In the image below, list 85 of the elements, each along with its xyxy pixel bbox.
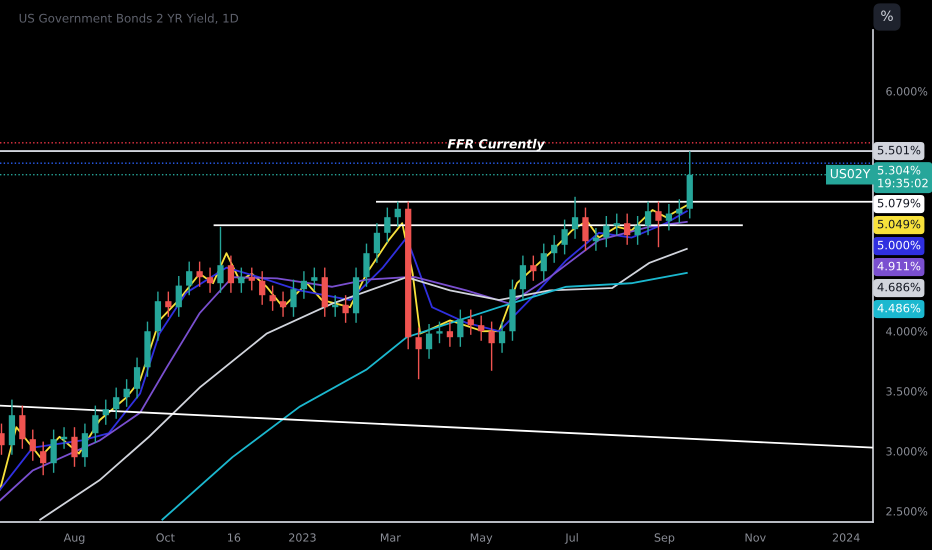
candlestick [498, 320, 506, 354]
candlestick [71, 426, 78, 468]
candlestick [280, 290, 286, 318]
y-tick-label: 4.000% [886, 327, 928, 336]
text: 5.079% [878, 198, 920, 208]
candlestick [165, 290, 172, 318]
x-tick-label: 2024 [832, 533, 860, 542]
text: 4.911% [878, 262, 920, 270]
candlestick [248, 266, 255, 292]
x-tick-label: Oct [156, 533, 175, 542]
candlestick [551, 234, 558, 264]
annotation: US02Y [830, 168, 870, 178]
candlestick [488, 320, 495, 372]
candlestick [50, 428, 57, 474]
candlestick [40, 440, 46, 476]
text: % [881, 10, 893, 22]
candlestick [113, 386, 120, 420]
candlestick [561, 218, 568, 256]
candlestick [520, 254, 526, 300]
text: 4.486% [878, 304, 920, 312]
candlestick [666, 203, 672, 232]
x-tick-label: Jul [564, 533, 578, 544]
candlestick [415, 326, 422, 380]
candlestick [478, 314, 484, 342]
chart-title: US Government Bonds 2 YR Yield, 1D [20, 14, 238, 24]
candlestick [572, 196, 578, 240]
candlestick [82, 422, 88, 468]
candlestick [228, 254, 234, 294]
text: 19:35:02 [878, 178, 928, 188]
x-tick-label: Nov [746, 533, 766, 542]
x-tick-label: Sep [654, 533, 674, 544]
candlestick [530, 254, 536, 282]
text: 4.686% [878, 282, 920, 292]
candlestick [614, 212, 620, 236]
candlestick [603, 215, 610, 248]
candlestick [394, 200, 401, 228]
x-tick-label: Aug [64, 533, 84, 544]
candlestick [238, 266, 244, 294]
x-tick-label: 2023 [289, 533, 316, 542]
y-tick-label: 3.000% [886, 447, 928, 456]
candlestick [374, 222, 380, 264]
candlestick [134, 356, 140, 400]
candlestick [290, 278, 297, 318]
candlestick [270, 284, 276, 312]
candlestick [468, 308, 474, 336]
text: 5.000% [878, 240, 920, 250]
x-tick-label: Mar [380, 533, 401, 542]
candlestick [311, 266, 318, 292]
candlestick [342, 294, 349, 324]
candlestick [259, 270, 266, 306]
candlestick [217, 226, 224, 294]
text: 5.501% [878, 146, 920, 154]
candlestick [300, 270, 308, 300]
candlestick [186, 260, 192, 296]
text: 5.049% [878, 220, 920, 228]
candlestick [363, 242, 370, 288]
candlestick [436, 320, 443, 344]
candlestick [592, 227, 600, 252]
candlestick [30, 428, 36, 462]
candlestick [176, 275, 182, 318]
candlestick [634, 215, 641, 246]
x-tick-label: May [470, 533, 492, 544]
candlestick [102, 398, 109, 426]
line-series [161, 272, 688, 521]
candlestick [676, 198, 682, 224]
candlestick [655, 200, 662, 248]
annotation: FFR Currently [448, 138, 546, 152]
candlestick [426, 323, 432, 360]
candlestick [457, 308, 464, 348]
y-tick-label: 2.500% [886, 507, 928, 516]
y-tick-label: 6.000% [886, 87, 928, 96]
candlestick [624, 212, 630, 246]
candlestick [644, 200, 652, 236]
text: 5.304% [878, 166, 920, 174]
candlestick [582, 206, 589, 252]
candlestick [19, 404, 26, 450]
candlestick [540, 242, 547, 282]
x-tick-label: 16 [228, 533, 240, 542]
candlestick [206, 266, 214, 294]
candlestick [446, 320, 454, 348]
candlestick [124, 378, 130, 408]
candlestick [196, 260, 203, 288]
candlestick [384, 206, 390, 244]
y-tick-label: 3.500% [886, 387, 928, 396]
candlestick [92, 404, 98, 444]
